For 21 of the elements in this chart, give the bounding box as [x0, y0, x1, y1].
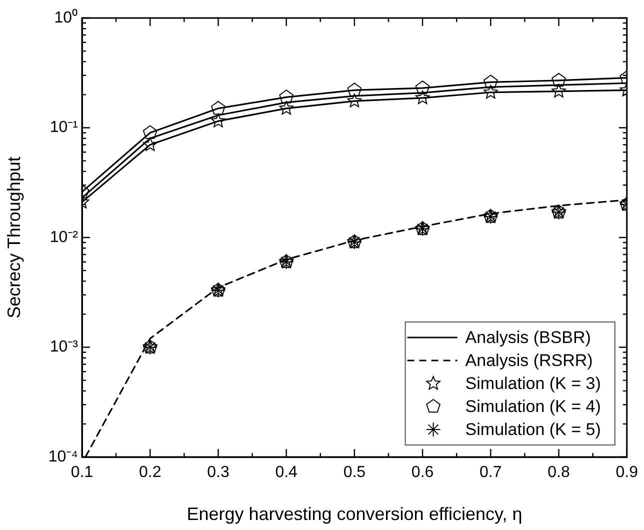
y-tick-label: 10⁻¹: [50, 119, 78, 136]
legend-label: Analysis (RSRR): [465, 351, 593, 370]
x-tick-label: 0.4: [275, 464, 298, 482]
legend-label: Simulation (K = 3): [465, 374, 601, 394]
x-tick-label: 0.6: [411, 464, 434, 482]
y-tick-label: 10⁰: [54, 8, 78, 26]
x-tick-label: 0.8: [548, 464, 570, 482]
y-tick-label: 10⁻⁴: [48, 448, 78, 466]
x-tick-label: 0.2: [138, 464, 162, 482]
legend-label: Simulation (K = 5): [465, 420, 601, 440]
x-tick-label: 0.7: [480, 464, 502, 482]
y-axis-title: Secrecy Throughput: [4, 156, 24, 318]
y-tick-label: 10⁻³: [50, 338, 79, 356]
x-tick-label: 0.9: [616, 464, 638, 482]
x-tick-label: 0.5: [343, 464, 366, 482]
x-tick-label: 0.1: [70, 464, 94, 482]
x-tick-label: 0.3: [207, 464, 230, 482]
legend-label: Simulation (K = 4): [465, 397, 601, 416]
x-axis-title: Energy harvesting conversion efficiency, η: [186, 504, 522, 524]
y-tick-label: 10⁻²: [50, 228, 79, 246]
legend-label: Analysis (BSBR): [465, 328, 591, 348]
